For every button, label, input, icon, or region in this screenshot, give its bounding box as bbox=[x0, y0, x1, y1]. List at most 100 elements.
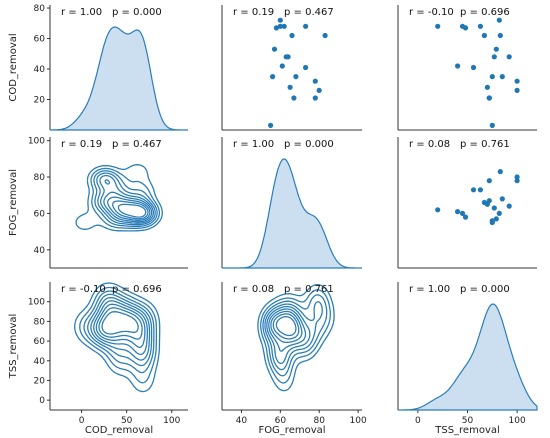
scatter-point bbox=[514, 87, 520, 93]
kde-contour-level bbox=[106, 196, 151, 222]
scatter-point bbox=[287, 84, 293, 90]
scatter-point bbox=[285, 54, 291, 60]
kde-contour-level bbox=[103, 179, 153, 223]
scatter-point bbox=[462, 214, 469, 220]
scatter-point bbox=[477, 23, 483, 29]
kde-contour-level bbox=[111, 200, 149, 220]
x-tick-label: 100 bbox=[350, 416, 367, 426]
scatter-point bbox=[491, 205, 497, 211]
x-tick-label: 60 bbox=[275, 416, 287, 426]
kde-contour-level bbox=[95, 303, 146, 348]
y-tick-label: 60 bbox=[34, 35, 46, 45]
scatter-point bbox=[303, 23, 309, 29]
kde-contour-level bbox=[266, 305, 311, 365]
kde-contour-level bbox=[79, 286, 158, 384]
stat-r-value: r = -0.10 bbox=[61, 284, 106, 295]
y-tick-label: 100 bbox=[28, 298, 45, 308]
y-axis-label: COD_removal bbox=[8, 33, 19, 101]
stat-p-value: p = 0.000 bbox=[284, 139, 334, 150]
x-axis-label: FOG_removal bbox=[258, 425, 325, 436]
scatter-point bbox=[322, 32, 328, 39]
y-tick-label: 60 bbox=[34, 337, 46, 347]
scatter-point bbox=[514, 174, 520, 180]
scatter-point bbox=[491, 54, 497, 60]
x-tick-label: 50 bbox=[121, 416, 133, 426]
scatter-point bbox=[273, 25, 279, 31]
x-tick-label: 0 bbox=[415, 416, 421, 426]
x-axis-label: TSS_removal bbox=[434, 425, 500, 436]
kde-contour-level bbox=[101, 311, 139, 335]
x-tick-label: 40 bbox=[236, 416, 248, 426]
x-tick-label: 50 bbox=[462, 416, 474, 426]
scatter-point bbox=[514, 78, 520, 84]
scatter-point bbox=[277, 17, 283, 23]
stat-p-value: p = 0.761 bbox=[284, 284, 334, 295]
x-tick-label: 100 bbox=[509, 416, 526, 426]
stat-r-value: r = 0.19 bbox=[61, 139, 102, 150]
stat-p-value: p = 0.467 bbox=[112, 139, 162, 150]
stat-p-value: p = 0.696 bbox=[460, 7, 510, 18]
kde-contour-level bbox=[75, 164, 163, 232]
scatter-point bbox=[493, 46, 499, 52]
scatter-point bbox=[496, 17, 502, 23]
scatter-point bbox=[497, 32, 503, 39]
scatter-point bbox=[303, 64, 309, 71]
stat-p-value: p = 0.000 bbox=[112, 7, 162, 18]
kde-contour-level bbox=[260, 289, 331, 384]
kde-contour-level bbox=[90, 167, 161, 229]
kde-contour-level bbox=[268, 308, 307, 352]
scatter-point bbox=[481, 199, 487, 206]
scatter-point bbox=[489, 122, 495, 128]
kde-contour-level bbox=[93, 300, 148, 356]
y-tick-label: 80 bbox=[34, 4, 46, 14]
y-tick-label: 40 bbox=[34, 246, 46, 256]
scatter-point bbox=[281, 23, 287, 29]
scatter-point bbox=[506, 203, 512, 209]
kde-contour-level bbox=[74, 282, 161, 393]
scatter-point bbox=[268, 122, 274, 128]
scatter-point bbox=[496, 210, 502, 216]
scatter-point bbox=[289, 32, 295, 39]
kde-contour-level bbox=[275, 315, 297, 337]
kde-contour-level bbox=[87, 293, 153, 367]
scatter-point bbox=[481, 32, 487, 39]
scatter-point bbox=[271, 46, 278, 52]
scatter-point bbox=[270, 74, 276, 80]
kde-contour-level bbox=[98, 307, 143, 340]
kde-contour-level bbox=[90, 296, 151, 361]
scatter-point bbox=[312, 95, 318, 101]
stat-r-value: r = 1.00 bbox=[233, 139, 274, 150]
scatter-point bbox=[499, 74, 505, 80]
scatter-point bbox=[489, 219, 495, 226]
scatter-point bbox=[484, 84, 490, 90]
stat-r-value: r = 1.00 bbox=[409, 284, 450, 295]
stat-r-value: r = 0.08 bbox=[409, 139, 450, 150]
scatter-point bbox=[470, 187, 477, 193]
scatter-point bbox=[486, 95, 492, 101]
scatter-point bbox=[312, 78, 318, 84]
x-axis-label: COD_removal bbox=[85, 425, 153, 436]
kde-diagonal-COD_removal bbox=[50, 26, 188, 131]
scatter-point bbox=[497, 169, 503, 175]
scatter-point bbox=[459, 23, 466, 29]
scatter-point bbox=[470, 64, 477, 71]
y-tick-label: 80 bbox=[34, 173, 46, 183]
scatter-point bbox=[493, 216, 499, 222]
stat-r-value: r = -0.10 bbox=[409, 7, 454, 18]
x-tick-label: 100 bbox=[163, 416, 180, 426]
kde-contour-level bbox=[93, 170, 158, 228]
kde-diagonal-TSS_removal bbox=[398, 303, 538, 411]
kde-contour-level bbox=[270, 310, 303, 344]
kde-contour-level bbox=[96, 172, 156, 226]
kde-contour-level bbox=[117, 203, 147, 218]
stat-r-value: r = 0.08 bbox=[233, 284, 274, 295]
scatter-point bbox=[489, 74, 495, 80]
scatter-point bbox=[435, 23, 441, 29]
scatter-point bbox=[514, 178, 520, 184]
y-tick-label: 0 bbox=[39, 396, 45, 406]
kde-contour-level bbox=[99, 174, 155, 224]
stat-p-value: p = 0.696 bbox=[112, 284, 162, 295]
kde-contour-level bbox=[272, 313, 300, 340]
y-tick-label: 20 bbox=[34, 96, 46, 106]
